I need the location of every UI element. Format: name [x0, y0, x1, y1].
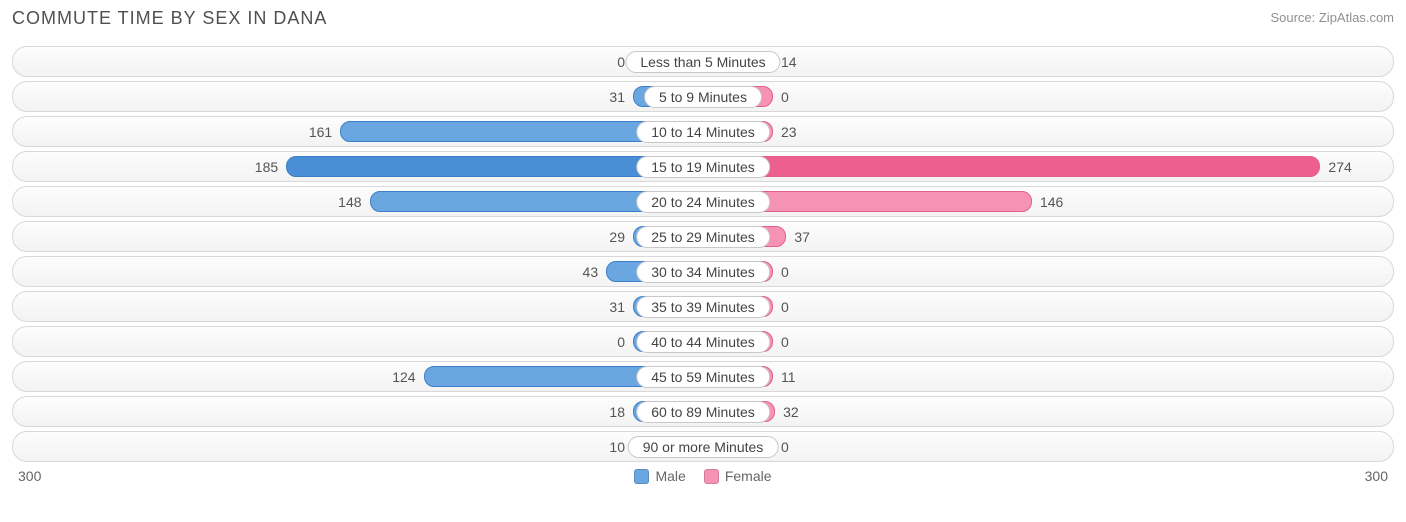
chart-row: 18 32 60 to 89 Minutes	[12, 396, 1394, 427]
chart-area: 014Less than 5 Minutes3105 to 9 Minutes1…	[12, 46, 1394, 462]
chart-container: COMMUTE TIME BY SEX IN DANA Source: ZipA…	[0, 0, 1406, 522]
row-category-label: 5 to 9 Minutes	[644, 86, 762, 108]
female-value: 14	[781, 54, 797, 70]
chart-row: 43 0 30 to 34 Minutes	[12, 256, 1394, 287]
female-value: 0	[781, 439, 789, 455]
female-value: 23	[781, 124, 797, 140]
chart-row: 0 14Less than 5 Minutes	[12, 46, 1394, 77]
male-value: 124	[392, 369, 415, 385]
male-value: 185	[255, 159, 278, 175]
row-category-label: 20 to 24 Minutes	[636, 191, 770, 213]
female-value: 274	[1328, 159, 1351, 175]
axis-left-max: 300	[18, 468, 41, 484]
source-label: Source: ZipAtlas.com	[1270, 8, 1394, 25]
female-value: 11	[781, 369, 796, 385]
row-category-label: 10 to 14 Minutes	[636, 121, 770, 143]
male-value: 43	[583, 264, 599, 280]
female-value: 146	[1040, 194, 1063, 210]
legend-item-female: Female	[704, 468, 772, 484]
female-value: 37	[794, 229, 810, 245]
row-category-label: Less than 5 Minutes	[625, 51, 780, 73]
legend-item-male: Male	[634, 468, 685, 484]
row-category-label: 45 to 59 Minutes	[636, 366, 770, 388]
chart-row: 10 090 or more Minutes	[12, 431, 1394, 462]
chart-row: 31 0 5 to 9 Minutes	[12, 81, 1394, 112]
row-category-label: 40 to 44 Minutes	[636, 331, 770, 353]
chart-title: COMMUTE TIME BY SEX IN DANA	[12, 8, 327, 29]
female-bar	[703, 156, 1320, 177]
chart-row: 0 0 40 to 44 Minutes	[12, 326, 1394, 357]
legend-female-label: Female	[725, 468, 772, 484]
chart-row: 31 0 35 to 39 Minutes	[12, 291, 1394, 322]
female-swatch-icon	[704, 469, 719, 484]
male-value: 10	[609, 439, 625, 455]
chart-row: 148 146 20 to 24 Minutes	[12, 186, 1394, 217]
chart-row: 124 11 45 to 59 Minutes	[12, 361, 1394, 392]
male-value: 18	[609, 404, 625, 420]
male-value: 148	[338, 194, 361, 210]
row-category-label: 90 or more Minutes	[628, 436, 779, 458]
chart-row: 29 37 25 to 29 Minutes	[12, 221, 1394, 252]
row-category-label: 25 to 29 Minutes	[636, 226, 770, 248]
header: COMMUTE TIME BY SEX IN DANA Source: ZipA…	[12, 8, 1394, 40]
row-category-label: 30 to 34 Minutes	[636, 261, 770, 283]
female-value: 32	[783, 404, 799, 420]
row-category-label: 35 to 39 Minutes	[636, 296, 770, 318]
row-category-label: 15 to 19 Minutes	[636, 156, 770, 178]
footer: 300 Male Female 300	[12, 466, 1394, 484]
axis-right-max: 300	[1365, 468, 1388, 484]
female-value: 0	[781, 89, 789, 105]
chart-row: 185 274 15 to 19 Minutes	[12, 151, 1394, 182]
legend: Male Female	[634, 468, 771, 484]
male-value: 31	[609, 299, 625, 315]
male-value: 31	[609, 89, 625, 105]
chart-row: 161 23 10 to 14 Minutes	[12, 116, 1394, 147]
female-value: 0	[781, 334, 789, 350]
male-value: 29	[609, 229, 625, 245]
row-category-label: 60 to 89 Minutes	[636, 401, 770, 423]
female-value: 0	[781, 264, 789, 280]
male-value: 161	[309, 124, 332, 140]
male-value: 0	[617, 334, 625, 350]
legend-male-label: Male	[655, 468, 685, 484]
female-value: 0	[781, 299, 789, 315]
male-swatch-icon	[634, 469, 649, 484]
male-value: 0	[617, 54, 625, 70]
